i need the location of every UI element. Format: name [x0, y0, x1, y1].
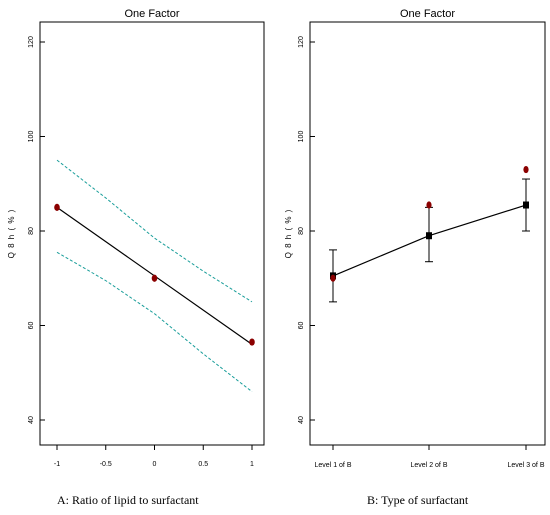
- chart-panel-b: One Factor Q 8 h ( % ) 40 60 80 100 120 Level 1…: [284, 8, 546, 469]
- caption-a: A: Ratio of lipid to surfactant: [57, 493, 199, 507]
- data-point: [54, 203, 60, 211]
- y-tick-label: 60: [28, 322, 35, 330]
- data-point: [249, 338, 255, 346]
- plot-frame: [39, 21, 265, 446]
- x-tick-label: 0.5: [198, 461, 208, 468]
- chart-title: One Factor: [124, 8, 179, 20]
- data-point: [330, 274, 336, 282]
- y-tick-label: 100: [298, 131, 305, 143]
- y-tick-label: 80: [298, 227, 305, 235]
- y-tick-label: 100: [28, 131, 35, 143]
- data-point: [426, 201, 432, 209]
- confidence-band-line: [56, 159, 253, 303]
- x-tick-label: -1: [54, 461, 60, 468]
- x-tick-label: -0.5: [100, 461, 112, 468]
- mean-marker: [426, 232, 432, 240]
- mean-marker: [523, 201, 529, 209]
- x-tick-label: Level 3 of B: [508, 462, 545, 469]
- y-tick-label: 120: [298, 36, 305, 48]
- chart-panel-a: One Factor Q 8 h ( % ) 40 60 80 100 120 -1 -0.5 0…: [7, 8, 265, 468]
- y-tick-label: 40: [298, 416, 305, 424]
- data-point: [151, 274, 158, 282]
- y-tick-label: 40: [28, 416, 35, 424]
- confidence-band-line: [56, 251, 253, 393]
- x-tick-label: Level 1 of B: [315, 462, 352, 469]
- y-axis-label: Q 8 h ( % ): [7, 209, 16, 259]
- y-tick-label: 60: [298, 322, 305, 330]
- caption-b: B: Type of surfactant: [367, 493, 469, 507]
- y-axis-label: Q 8 h ( % ): [284, 209, 293, 259]
- x-tick-label: 0: [153, 461, 157, 468]
- chart-title: One Factor: [400, 8, 455, 20]
- y-tick-label: 120: [28, 36, 35, 48]
- x-tick-label: 1: [250, 461, 254, 468]
- data-point: [523, 165, 529, 174]
- x-tick-label: Level 2 of B: [411, 462, 448, 469]
- y-tick-label: 80: [28, 227, 35, 235]
